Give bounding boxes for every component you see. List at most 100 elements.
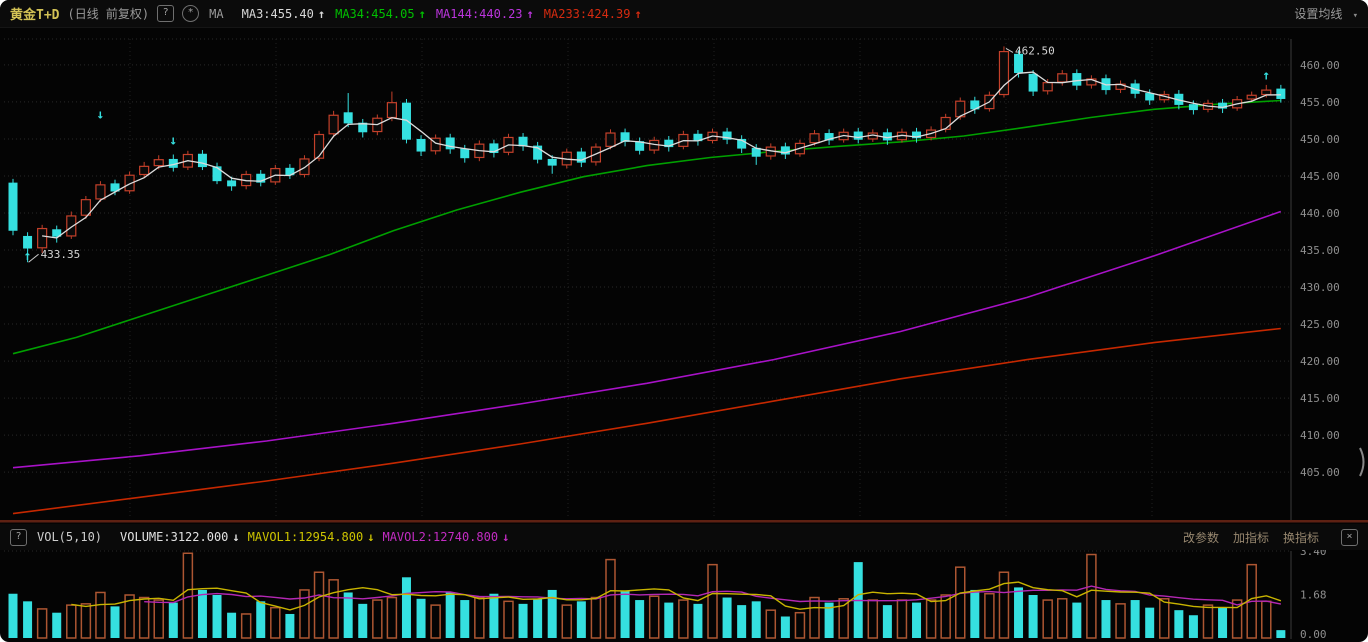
vol-legend-value: MAVOL1:12954.800 xyxy=(247,530,364,544)
volume-bar-down xyxy=(547,589,557,638)
indicator-link-1[interactable]: 加指标 xyxy=(1232,530,1269,545)
volume-bar-up xyxy=(1159,598,1170,639)
candle-body-down xyxy=(1276,88,1286,99)
volume-bar-down xyxy=(285,613,295,638)
price-tick-label: 430.00 xyxy=(1300,281,1340,294)
volume-bar-down xyxy=(620,591,630,638)
ma-legend-ma34: MA34:454.05 ↑ xyxy=(335,7,426,21)
close-indicator-icon[interactable]: × xyxy=(1341,528,1358,546)
volume-bar-down xyxy=(1101,600,1111,638)
volume-bar-down xyxy=(401,577,411,638)
candle-body-down xyxy=(824,133,834,141)
price-plot-area[interactable] xyxy=(4,39,1290,520)
volume-bar-up xyxy=(36,608,48,639)
ma3-line xyxy=(42,71,1281,239)
volume-bar-down xyxy=(1276,630,1286,638)
volume-bar-down xyxy=(460,600,470,638)
candle-body-up xyxy=(153,159,164,167)
chart-mode-label: (日线 前复权) xyxy=(67,7,150,21)
volume-bar-down xyxy=(882,605,892,638)
candle-body-down xyxy=(1188,104,1198,111)
settings-gear-icon[interactable]: * xyxy=(182,5,200,22)
ma-legend-ma233: MA233:424.39 ↑ xyxy=(544,7,642,21)
candle-body-up xyxy=(809,133,820,144)
candle-body-down xyxy=(737,138,747,149)
candle-body-up xyxy=(328,114,339,135)
candle-body-up xyxy=(1057,73,1068,83)
candle-body-up xyxy=(66,215,77,237)
volume-bar-up xyxy=(124,594,135,639)
candle-body-down xyxy=(1218,102,1228,109)
set-ma-lines-link[interactable]: 设置均线 ▾ xyxy=(1294,5,1358,22)
candle-body-down xyxy=(285,167,295,176)
volume-bar-down xyxy=(489,593,499,638)
ma144-line xyxy=(12,210,1282,469)
volume-bar-up xyxy=(1231,599,1243,639)
volume-bar-up xyxy=(707,563,718,639)
volume-bar-up xyxy=(590,596,602,639)
candle-body-down xyxy=(547,158,557,166)
candle-body-down xyxy=(212,166,222,182)
volume-bar-down xyxy=(1072,602,1082,638)
volume-bar-down xyxy=(533,598,543,638)
volume-bar-down xyxy=(343,592,353,638)
volume-bar-up xyxy=(1115,603,1126,639)
price-tick-label: 420.00 xyxy=(1300,355,1340,368)
candle-body-up xyxy=(95,184,106,200)
up-arrow-icon: ↑ xyxy=(526,6,534,21)
price-tick-label: 455.00 xyxy=(1300,96,1340,109)
candle-body-down xyxy=(912,131,922,139)
volume-bar-up xyxy=(809,596,820,639)
volume-bar-up xyxy=(299,589,310,639)
help-icon[interactable]: ? xyxy=(157,5,175,22)
candle-body-down xyxy=(197,153,207,168)
candle-body-up xyxy=(605,132,616,147)
high-price-annotation: 462.50 xyxy=(1015,44,1055,57)
indicator-link-0[interactable]: 改参数 xyxy=(1182,530,1219,545)
ma-legend-ma3: MA3:455.40 ↑ xyxy=(242,7,325,21)
volume-bar-down xyxy=(1188,615,1198,638)
price-tick-label: 440.00 xyxy=(1300,207,1340,220)
volume-bar-down xyxy=(1218,607,1228,638)
candle-body-down xyxy=(401,102,411,140)
right-edge-handle[interactable] xyxy=(1359,447,1365,477)
indicator-help-icon[interactable]: ? xyxy=(10,528,27,546)
ma233-line xyxy=(12,327,1281,515)
candle-body-down xyxy=(970,100,980,110)
candle-body-up xyxy=(124,174,135,192)
candle-body-down xyxy=(1014,53,1024,74)
volume-bar-up xyxy=(372,599,383,639)
volume-bar-down xyxy=(576,601,586,638)
volume-bar-down xyxy=(780,616,790,638)
volume-bar-up xyxy=(940,594,951,639)
low-price-annotation: 433.35 xyxy=(41,248,81,261)
down-arrow-icon: ↓ xyxy=(502,530,510,544)
volume-bar-up xyxy=(1086,553,1097,639)
indicator-link-2[interactable]: 换指标 xyxy=(1282,530,1319,545)
ma-legend-value: MA3:455.40 xyxy=(241,6,314,21)
volume-bar-up xyxy=(328,579,339,639)
volume-plot-area[interactable] xyxy=(4,552,1290,638)
candle-body-down xyxy=(1028,73,1038,92)
price-tick-label: 460.00 xyxy=(1300,59,1340,72)
ma-legend: MA3:455.40 ↑ MA34:454.05 ↑ MA144:440.23 ↑ MA23… xyxy=(232,7,642,21)
volume-bar-down xyxy=(751,601,761,638)
candle-body-down xyxy=(52,229,62,237)
volume-bar-up xyxy=(984,592,995,639)
volume-bar-up xyxy=(648,595,660,639)
vol-legend-mavol1: MAVOL1:12954.800 ↓ xyxy=(248,530,375,544)
candle-body-down xyxy=(256,173,266,183)
pane-divider xyxy=(0,520,1368,523)
volume-bar-down xyxy=(1145,607,1155,638)
candle-body-down xyxy=(110,183,120,192)
volume-bar-up xyxy=(503,600,514,639)
vol-legend-mavol2: MAVOL2:12740.800 ↓ xyxy=(382,530,509,544)
candle-body-down xyxy=(518,136,528,147)
volume-bar-up xyxy=(240,613,252,639)
volume-bar-down xyxy=(52,612,62,638)
price-tick-label: 450.00 xyxy=(1300,133,1340,146)
candle-body-up xyxy=(139,165,150,176)
candle-body-down xyxy=(445,137,455,150)
ma-group-label: MA xyxy=(209,6,224,21)
